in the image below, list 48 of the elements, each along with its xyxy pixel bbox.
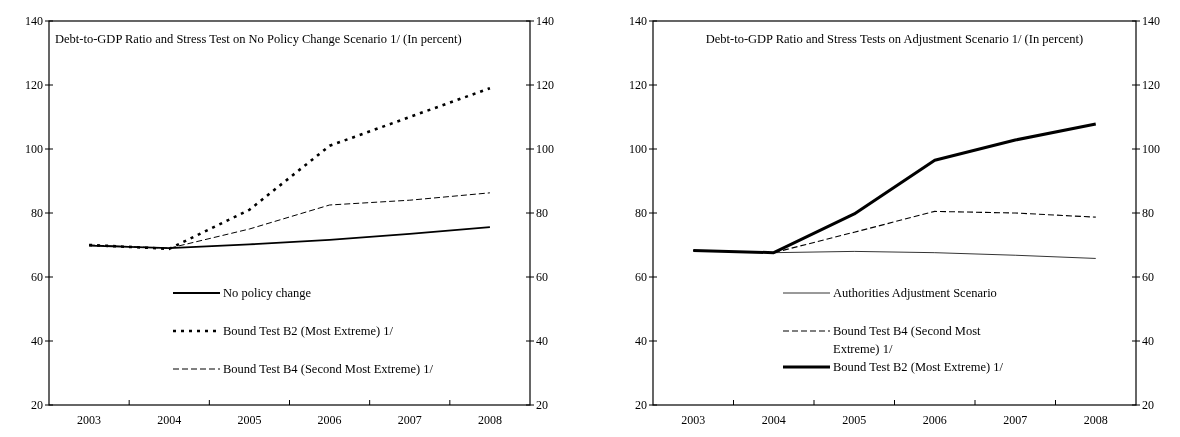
- y-tick-label: 140: [25, 14, 43, 28]
- y-tick-label: 40: [31, 334, 43, 348]
- y2-tick-label: 20: [536, 398, 548, 412]
- text: Debt-to-GDP Ratio and Stress Tests on Adjustment Scenario 1/ (In percent): [705, 32, 1084, 46]
- x-tick-label: 2005: [237, 413, 262, 427]
- x-tick-label: 2004: [157, 413, 182, 427]
- y-tick-label: 100: [25, 142, 43, 156]
- y-tick-label: 20: [31, 398, 43, 412]
- y-tick-label: 140: [629, 14, 647, 28]
- y-tick-label: 80: [31, 206, 43, 220]
- y2-tick-label: 60: [1142, 270, 1154, 284]
- x-tick-label: 2003: [77, 413, 102, 427]
- y2-tick-label: 140: [1142, 14, 1160, 28]
- y2-tick-label: 120: [536, 78, 554, 92]
- y-tick-label: 120: [629, 78, 647, 92]
- y2-tick-label: 40: [536, 334, 548, 348]
- y-tick-label: 80: [635, 206, 647, 220]
- legend-label: No policy change: [223, 286, 312, 300]
- y2-tick-label: 20: [1142, 398, 1154, 412]
- y-tick-label: 60: [635, 270, 647, 284]
- y-tick-label: 100: [629, 142, 647, 156]
- y2-tick-label: 140: [536, 14, 554, 28]
- y-tick-label: 20: [635, 398, 647, 412]
- legend-label: Bound Test B2 (Most Extreme) 1/: [223, 324, 394, 338]
- legend-label: Authorities Adjustment Scenario: [833, 286, 997, 300]
- y2-tick-label: 100: [536, 142, 554, 156]
- x-tick-label: 2008: [477, 413, 502, 427]
- y2-tick-label: 100: [1142, 142, 1160, 156]
- legend-label: Bound Test B4 (Second Most Extreme) 1/: [833, 324, 982, 356]
- x-tick-label: 2008: [1083, 413, 1108, 427]
- y2-tick-label: 40: [1142, 334, 1154, 348]
- y2-tick-label: 80: [536, 206, 548, 220]
- x-tick-label: 2007: [397, 413, 422, 427]
- text: Debt-to-GDP Ratio and Stress Test on No Policy Change Scenario 1/ (In percent): [55, 32, 462, 46]
- x-tick-label: 2006: [317, 413, 342, 427]
- x-tick-label: 2003: [681, 413, 706, 427]
- y-tick-label: 40: [635, 334, 647, 348]
- legend-label: Bound Test B4 (Second Most Extreme) 1/: [223, 362, 434, 376]
- y2-tick-label: 80: [1142, 206, 1154, 220]
- y2-tick-label: 120: [1142, 78, 1160, 92]
- y-tick-label: 120: [25, 78, 43, 92]
- y-tick-label: 60: [31, 270, 43, 284]
- x-tick-label: 2004: [761, 413, 786, 427]
- legend-label: Bound Test B2 (Most Extreme) 1/: [833, 360, 1004, 374]
- x-tick-label: 2005: [842, 413, 867, 427]
- x-tick-label: 2007: [1003, 413, 1028, 427]
- y2-tick-label: 60: [536, 270, 548, 284]
- x-tick-label: 2006: [922, 413, 947, 427]
